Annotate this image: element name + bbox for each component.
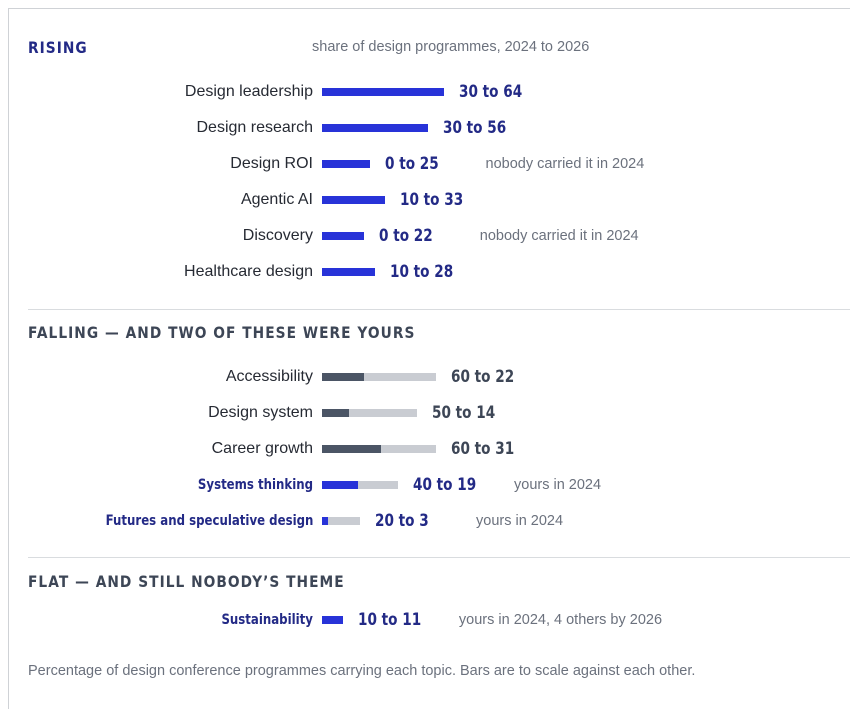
bar-2026 — [322, 481, 359, 489]
bar-2024-extent — [322, 517, 360, 525]
bar-2026 — [322, 373, 364, 381]
data-label: 10 to 28 — [390, 262, 454, 282]
bar-2024-extent — [322, 373, 436, 381]
data-label: 30 to 56 — [443, 118, 507, 138]
data-label: 20 to 3 — [375, 511, 429, 531]
chart-row: Healthcare design 10 to 28 — [0, 260, 850, 284]
bar-2026 — [322, 196, 385, 204]
bar-2026 — [322, 88, 444, 96]
chart-row: Design system 50 to 14 — [0, 401, 850, 425]
data-label: 60 to 22 — [451, 367, 515, 387]
data-label: 0 to 22 — [378, 226, 433, 246]
bar-2026 — [322, 445, 381, 453]
bar-2026 — [322, 268, 376, 276]
row-label: Agentic AI — [240, 191, 313, 208]
row-note: yours in 2024 — [476, 513, 564, 529]
row-note: yours in 2024, 4 others by 2026 — [458, 612, 663, 628]
divider-falling-flat — [28, 557, 850, 558]
bar-2026 — [322, 616, 343, 624]
chart-row: Design ROI 0 to 25 nobody carried it in 20… — [0, 152, 850, 176]
row-label: Design system — [208, 404, 313, 421]
chart-footnote: Percentage of design conference programm… — [28, 663, 696, 679]
data-label: 40 to 19 — [413, 475, 477, 495]
chart-frame — [8, 8, 850, 709]
row-label: Accessibility — [225, 368, 313, 385]
data-label: 60 to 31 — [451, 439, 515, 459]
data-label: 10 to 33 — [399, 190, 463, 210]
chart-subtitle: share of design programmes, 2024 to 2026 — [312, 39, 590, 55]
row-label: Design leadership — [184, 83, 313, 100]
falling-heading: FALLING — AND TWO OF THESE WERE YOURS — [28, 323, 416, 342]
chart-row: Design leadership 30 to 64 — [0, 80, 850, 104]
bar-2026 — [322, 409, 349, 417]
chart-row: Design research 30 to 56 — [0, 116, 850, 140]
flat-heading: FLAT — AND STILL NOBODY’S THEME — [28, 572, 345, 591]
bar-2026 — [322, 124, 429, 132]
data-label: 50 to 14 — [432, 403, 496, 423]
row-note: nobody carried it in 2024 — [479, 228, 639, 244]
rising-heading: RISING — [28, 38, 88, 57]
chart-row: Career growth 60 to 31 — [0, 437, 850, 461]
row-label: Design ROI — [230, 155, 313, 172]
divider-rising-falling — [28, 309, 850, 310]
row-label: Sustainability — [221, 612, 313, 628]
data-label: 30 to 64 — [458, 82, 522, 102]
chart-row: Sustainability 10 to 11 yours in 2024, 4 o… — [0, 608, 850, 632]
row-label: Discovery — [242, 227, 313, 244]
row-label: Futures and speculative design — [105, 513, 313, 529]
data-label: 10 to 11 — [357, 610, 422, 630]
chart-row: Discovery 0 to 22 nobody carried it in 202… — [0, 224, 850, 248]
bar-2026 — [322, 160, 370, 168]
row-label: Systems thinking — [197, 477, 313, 493]
row-label: Healthcare design — [184, 263, 313, 280]
chart-row: Agentic AI 10 to 33 — [0, 188, 850, 212]
row-note: nobody carried it in 2024 — [485, 156, 645, 172]
row-label: Career growth — [211, 440, 313, 457]
row-note: yours in 2024 — [514, 477, 602, 493]
bar-2026 — [322, 232, 364, 240]
bar-2024-extent — [322, 409, 417, 417]
chart-row: Futures and speculative design 20 to 3 you… — [0, 509, 850, 533]
chart-row: Accessibility 60 to 22 — [0, 365, 850, 389]
bar-2024-extent — [322, 481, 398, 489]
chart-row: Systems thinking 40 to 19 yours in 2024 — [0, 473, 850, 497]
data-label: 0 to 25 — [384, 154, 439, 174]
row-label: Design research — [196, 119, 314, 136]
bar-2026 — [322, 517, 328, 525]
